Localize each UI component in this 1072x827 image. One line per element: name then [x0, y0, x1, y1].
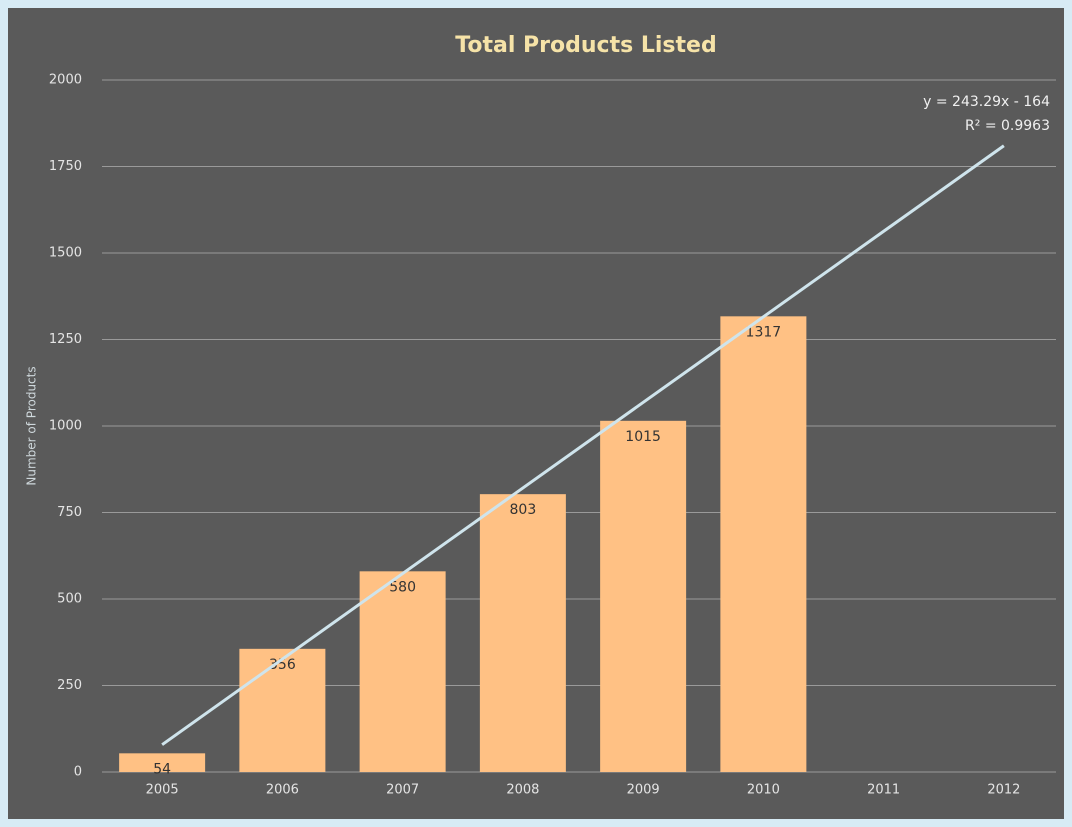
y-tick-label: 1250 — [49, 332, 82, 347]
bar — [359, 571, 446, 772]
x-tick-label: 2007 — [386, 783, 419, 798]
trendline-annotation: y = 243.29x - 164 — [923, 94, 1050, 110]
y-axis-label: Number of Products — [25, 366, 39, 485]
y-tick-label: 1500 — [49, 246, 82, 261]
value-label: 356 — [269, 657, 296, 673]
value-label: 803 — [510, 502, 537, 518]
x-tick-label: 2009 — [627, 783, 660, 798]
y-tick-label: 250 — [57, 678, 82, 693]
value-label: 54 — [153, 761, 171, 777]
y-tick-label: 2000 — [49, 73, 82, 88]
value-label: 1015 — [625, 429, 661, 445]
value-label: 580 — [389, 579, 416, 595]
trendline — [161, 144, 1005, 746]
x-tick-label: 2006 — [266, 783, 299, 798]
trendline-annotation: R² = 0.9963 — [965, 118, 1050, 134]
y-tick-label: 750 — [57, 505, 82, 520]
x-tick-label: 2010 — [747, 783, 780, 798]
y-tick-label: 500 — [57, 592, 82, 607]
bar — [600, 420, 687, 772]
chart-title: Total Products Listed — [455, 33, 716, 58]
x-tick-label: 2008 — [506, 783, 539, 798]
y-tick-label: 1750 — [49, 159, 82, 174]
y-tick-label: 0 — [74, 765, 82, 780]
y-tick-label: 1000 — [49, 419, 82, 434]
x-tick-label: 2012 — [987, 783, 1020, 798]
x-tick-label: 2011 — [867, 783, 900, 798]
bar — [720, 316, 807, 772]
value-label: 1317 — [746, 324, 782, 340]
x-tick-label: 2005 — [146, 783, 179, 798]
bar — [239, 648, 326, 772]
bar — [119, 753, 206, 772]
bar — [479, 494, 566, 772]
